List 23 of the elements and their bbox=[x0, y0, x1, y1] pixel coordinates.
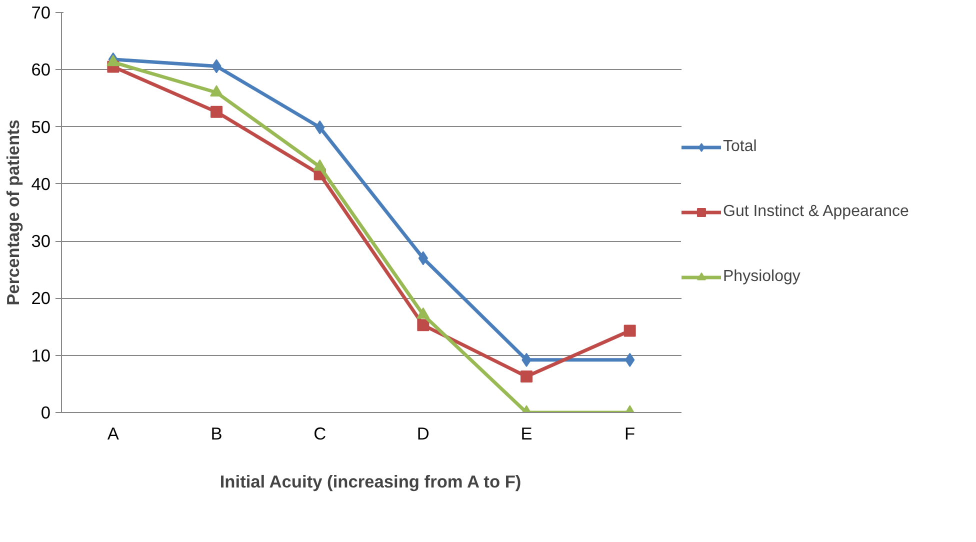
legend-label: Total bbox=[723, 138, 757, 156]
y-tick-label: 20 bbox=[31, 288, 51, 308]
y-axis-title: Percentage of patients bbox=[3, 120, 24, 306]
point bbox=[624, 324, 636, 337]
x-tick-label: B bbox=[210, 424, 222, 444]
legend-label: Physiology bbox=[723, 268, 800, 286]
y-tick-label: 50 bbox=[31, 116, 51, 137]
legend-label: Gut Instinct & Appearance bbox=[723, 203, 909, 221]
x-tick-label: F bbox=[624, 424, 636, 444]
y-tick-label: 0 bbox=[40, 402, 51, 422]
x-tick-label: C bbox=[314, 424, 326, 444]
x-tick-label: A bbox=[107, 424, 120, 444]
x-axis-title: Initial Acuity (increasing from A to F) bbox=[220, 472, 522, 492]
y-tick-label: 70 bbox=[31, 2, 51, 22]
y-tick-label: 30 bbox=[31, 231, 51, 252]
point bbox=[210, 106, 222, 118]
y-tick-label: 40 bbox=[31, 174, 51, 194]
point bbox=[520, 370, 532, 382]
x-tick-label: D bbox=[416, 424, 430, 444]
point bbox=[417, 319, 430, 332]
x-tick-label: E bbox=[520, 424, 532, 444]
y-tick-label: 60 bbox=[31, 60, 51, 80]
y-tick-label: 10 bbox=[31, 345, 51, 366]
